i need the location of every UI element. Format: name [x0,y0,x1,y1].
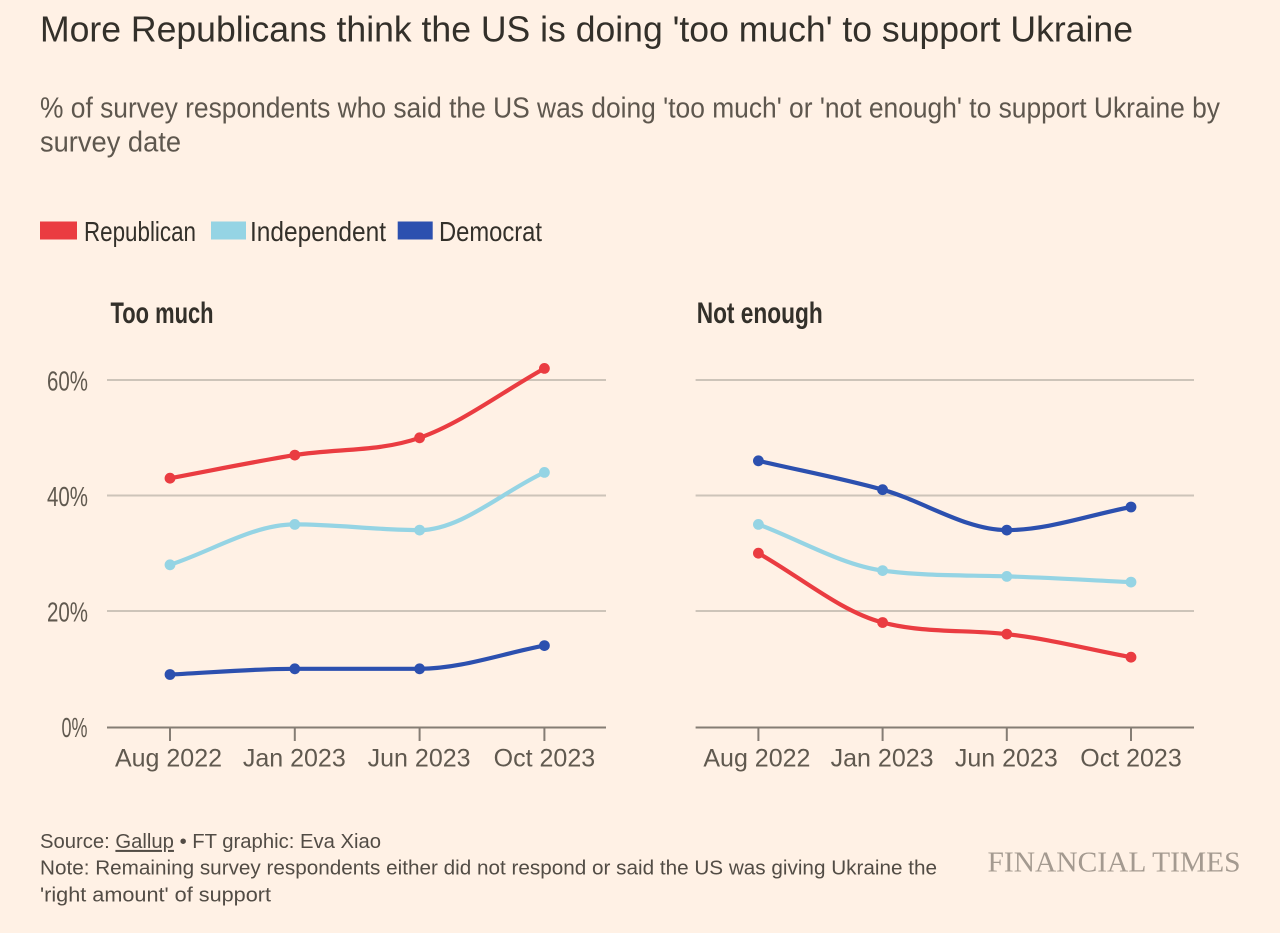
svg-text:40%: 40% [47,481,88,512]
svg-text:Aug 2022: Aug 2022 [703,745,810,773]
svg-text:'right amount' of support: 'right amount' of support [40,884,271,907]
svg-text:survey date: survey date [40,126,181,158]
svg-text:Jun 2023: Jun 2023 [955,745,1058,773]
svg-text:Too much: Too much [111,297,214,330]
svg-text:Not enough: Not enough [697,297,823,330]
svg-text:Independent: Independent [250,216,386,247]
svg-text:Jun 2023: Jun 2023 [368,745,471,773]
svg-text:Republican: Republican [84,216,196,247]
svg-text:Note: Remaining survey respond: Note: Remaining survey respondents eithe… [40,857,937,880]
svg-text:FINANCIAL TIMES: FINANCIAL TIMES [988,846,1241,878]
svg-text:Jan 2023: Jan 2023 [243,745,346,773]
svg-text:Democrat: Democrat [439,216,542,247]
svg-text:0%: 0% [62,712,88,743]
svg-text:Aug 2022: Aug 2022 [115,745,222,773]
svg-text:More Republicans think the US: More Republicans think the US is doing '… [40,8,1133,49]
svg-text:Jan 2023: Jan 2023 [831,745,934,773]
svg-text:60%: 60% [47,365,88,396]
svg-text:20%: 20% [47,596,88,627]
svg-text:Source: Gallup • FT graphic: E: Source: Gallup • FT graphic: Eva Xiao [40,830,381,853]
svg-text:Oct 2023: Oct 2023 [494,745,595,773]
svg-text:Oct 2023: Oct 2023 [1080,745,1181,773]
svg-text:% of survey respondents who sa: % of survey respondents who said the US … [40,92,1220,124]
